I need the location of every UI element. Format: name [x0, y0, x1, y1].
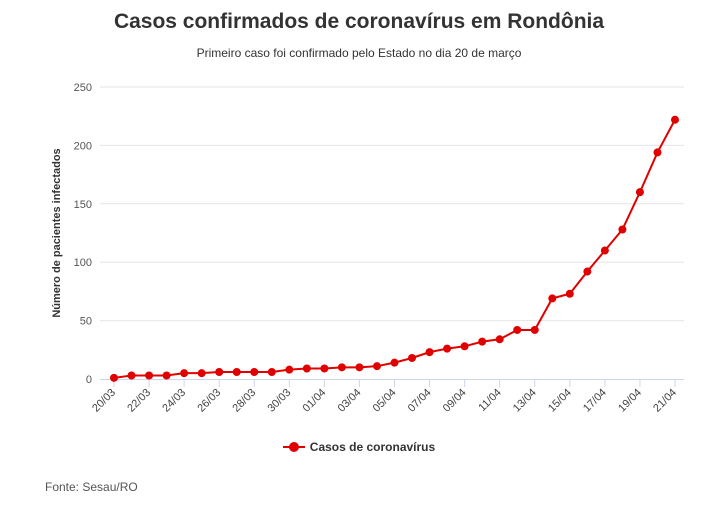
data-point[interactable]	[530, 325, 539, 334]
data-point[interactable]	[653, 148, 662, 157]
x-tick-label: 21/04	[651, 387, 679, 415]
data-point[interactable]	[197, 369, 206, 378]
legend[interactable]: Casos de coronavírus	[0, 440, 718, 454]
data-point[interactable]	[408, 353, 417, 362]
x-axis: 20/03 22/03 24/03 26/03 28/03 30/03 01/04 03/04…	[90, 379, 684, 415]
data-point[interactable]	[583, 267, 592, 276]
data-point[interactable]	[495, 335, 504, 344]
data-point[interactable]	[600, 246, 609, 255]
line-chart: 0 50 100 150 200 250 20/03 22/03 24/03 26/03 28/0…	[51, 82, 684, 415]
y-tick-label: 0	[86, 374, 92, 386]
data-point[interactable]	[302, 364, 311, 373]
data-point[interactable]	[267, 367, 276, 376]
data-point[interactable]	[548, 294, 557, 303]
x-tick-label: 20/03	[90, 387, 118, 415]
data-point[interactable]	[355, 363, 364, 372]
x-tick-label: 11/04	[476, 387, 503, 414]
data-point[interactable]	[250, 367, 259, 376]
data-point[interactable]	[425, 348, 434, 357]
x-tick-label: 09/04	[441, 387, 469, 415]
data-point[interactable]	[337, 363, 346, 372]
data-points	[110, 115, 679, 382]
chart-subtitle: Primeiro caso foi confirmado pelo Estado…	[196, 46, 522, 60]
x-tick-label: 22/03	[125, 387, 153, 415]
y-tick-label: 50	[80, 316, 92, 328]
data-point[interactable]	[443, 344, 452, 353]
data-point[interactable]	[320, 364, 329, 373]
data-point[interactable]	[460, 342, 469, 351]
data-point[interactable]	[513, 325, 522, 334]
x-tick-label: 26/03	[195, 387, 223, 415]
data-point[interactable]	[162, 371, 171, 380]
y-axis-ticks: 0 50 100 150 200 250	[74, 82, 92, 386]
data-point[interactable]	[180, 369, 189, 378]
x-tick-label: 03/04	[336, 387, 364, 415]
data-point[interactable]	[635, 188, 644, 197]
data-point[interactable]	[145, 371, 154, 380]
legend-marker-icon	[282, 441, 305, 453]
data-point[interactable]	[372, 362, 381, 371]
data-point[interactable]	[285, 365, 294, 374]
data-point[interactable]	[565, 289, 574, 298]
chart-title: Casos confirmados de coronavírus em Rond…	[113, 10, 605, 33]
data-point[interactable]	[110, 373, 118, 382]
data-point[interactable]	[215, 367, 224, 376]
series-line	[113, 119, 676, 379]
y-tick-label: 200	[74, 140, 92, 152]
data-point[interactable]	[232, 367, 241, 376]
x-tick-label: 01/04	[301, 387, 329, 415]
legend-label: Casos de coronavírus	[309, 440, 436, 454]
data-point[interactable]	[618, 225, 627, 234]
x-tick-label: 15/04	[546, 387, 574, 415]
x-tick-label: 19/04	[616, 387, 644, 415]
y-tick-label: 250	[74, 82, 92, 94]
y-axis-label: Número de pacientes infectados	[51, 148, 63, 317]
x-tick-label: 17/04	[581, 387, 609, 415]
x-tick-label: 05/04	[371, 387, 399, 415]
x-tick-label: 28/03	[230, 387, 258, 415]
x-tick-label: 13/04	[511, 387, 539, 415]
y-tick-label: 100	[74, 257, 92, 269]
data-point[interactable]	[478, 337, 487, 346]
source-note: Fonte: Sesau/RO	[45, 480, 138, 494]
y-tick-label: 150	[74, 199, 92, 211]
grid-lines	[100, 86, 684, 322]
data-point[interactable]	[671, 115, 679, 124]
x-tick-label: 24/03	[160, 387, 188, 415]
x-tick-label: 07/04	[406, 387, 434, 415]
data-point[interactable]	[390, 358, 399, 367]
data-point[interactable]	[127, 371, 136, 380]
x-tick-label: 30/03	[265, 387, 293, 415]
